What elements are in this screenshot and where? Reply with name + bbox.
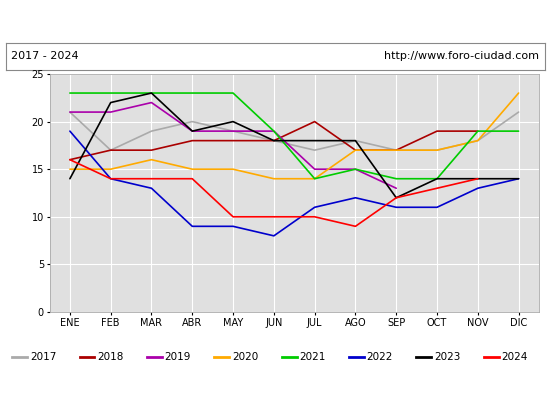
Text: 2023: 2023 — [434, 352, 460, 362]
Text: Evolucion del paro registrado en Peguerinos: Evolucion del paro registrado en Pegueri… — [122, 14, 428, 28]
Text: 2024: 2024 — [502, 352, 528, 362]
Text: 2022: 2022 — [367, 352, 393, 362]
Text: http://www.foro-ciudad.com: http://www.foro-ciudad.com — [384, 51, 539, 61]
Text: 2019: 2019 — [164, 352, 191, 362]
Text: 2018: 2018 — [97, 352, 124, 362]
Text: 2017: 2017 — [30, 352, 56, 362]
Text: 2017 - 2024: 2017 - 2024 — [11, 51, 79, 61]
Text: 2020: 2020 — [232, 352, 258, 362]
Text: 2021: 2021 — [299, 352, 326, 362]
